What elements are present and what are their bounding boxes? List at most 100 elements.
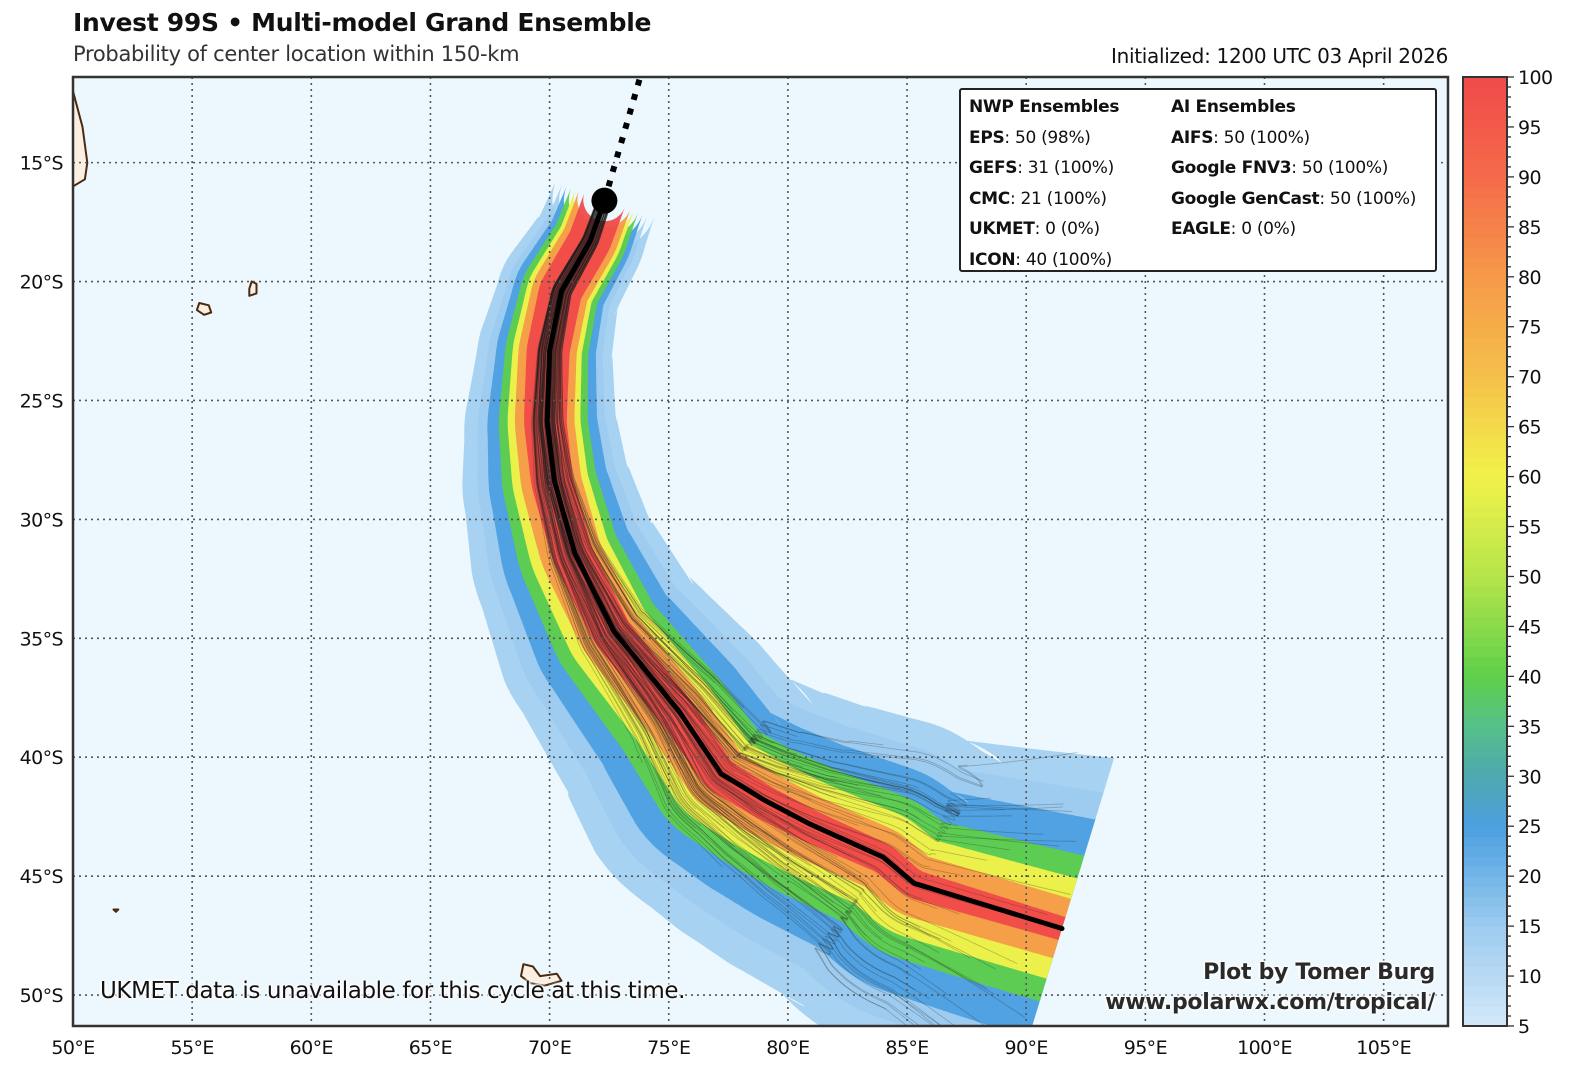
probability-band-25 [487, 187, 1096, 1026]
legend-row-google-fnv3: Google FNV3: 50 (100%) [1171, 153, 1416, 184]
colorbar-segment [1463, 1016, 1507, 1027]
model-name: Google GenCast [1171, 188, 1320, 209]
colorbar-segment [1463, 196, 1507, 208]
ensemble-member-track [541, 199, 1063, 821]
model-name: ICON [969, 249, 1016, 270]
colorbar-frame [1462, 76, 1508, 1027]
colorbar-tick-label: 45 [1518, 616, 1541, 638]
ensemble-member-track [533, 198, 723, 868]
ensemble-member-track [540, 199, 923, 900]
colorbar-segment [1463, 636, 1507, 647]
legend-row-google-gencast: Google GenCast: 50 (100%) [1171, 184, 1416, 215]
colorbar-segment [1463, 526, 1507, 538]
colorbar-tick-label: 90 [1518, 167, 1541, 189]
ensemble-member-track [553, 201, 984, 787]
colorbar-tick-label: 5 [1518, 1016, 1530, 1038]
colorbar-segment [1463, 716, 1507, 727]
colorbar-segment [1463, 236, 1507, 248]
y-tick-label: 35°S [20, 628, 63, 650]
chart-subtitle: Probability of center location within 15… [73, 42, 520, 66]
legend-row-eps: EPS: 50 (98%) [969, 123, 1119, 154]
ensemble-member-track [539, 198, 791, 778]
colorbar-tick-label: 80 [1518, 267, 1541, 289]
y-tick-label: 30°S [20, 509, 63, 531]
colorbar-segment [1463, 516, 1507, 528]
colorbar-segment [1463, 266, 1507, 278]
ensemble-member-track [534, 198, 867, 936]
ensemble-member-track [558, 202, 798, 737]
model-name: AIFS [1171, 127, 1214, 148]
ensemble-member-track [537, 199, 926, 963]
ensemble-member-track [554, 202, 722, 817]
y-tick-label: 45°S [20, 866, 63, 888]
ensemble-member-track [535, 198, 690, 745]
ensemble-member-track [535, 198, 716, 795]
model-name: GEFS [969, 158, 1018, 178]
ensemble-member-track [540, 199, 916, 1026]
ensemble-member-track [561, 202, 984, 782]
ensemble-member-track [560, 202, 1073, 815]
colorbar-segment [1463, 396, 1507, 408]
colorbar-segment [1463, 906, 1507, 917]
colorbar-segment [1463, 466, 1507, 478]
land-polygon [520, 963, 563, 987]
colorbar-segment [1463, 426, 1507, 438]
colorbar-segment [1463, 886, 1507, 897]
colorbar-segment [1463, 626, 1507, 638]
model-count: : 21 (100%) [1009, 188, 1107, 209]
colorbar-segment [1463, 476, 1507, 488]
colorbar-tick-label: 20 [1518, 866, 1541, 888]
colorbar-segment [1463, 916, 1507, 927]
ensemble-member-track [540, 200, 702, 826]
colorbar-segment [1463, 946, 1507, 957]
ensemble-member-track [539, 198, 1012, 826]
land-polygon [195, 302, 213, 316]
ensemble-member-track [561, 202, 735, 712]
colorbar-segment [1463, 656, 1507, 667]
ensemble-member-track [555, 201, 953, 813]
colorbar-tick-label: 70 [1518, 367, 1541, 389]
model-count: : 50 (100%) [1319, 188, 1417, 209]
colorbar-segment [1463, 706, 1507, 717]
colorbar-tick-label: 60 [1518, 467, 1541, 489]
ensemble-member-track [541, 199, 961, 876]
ensemble-member-track [535, 198, 936, 892]
colorbar-segment [1463, 996, 1507, 1007]
ensemble-member-track [539, 198, 734, 743]
colorbar-segment [1463, 566, 1507, 578]
ensemble-member-track [561, 202, 901, 790]
ensemble-member-track [554, 201, 1071, 895]
colorbar-segment [1463, 376, 1507, 388]
x-tick-label: 85°E [885, 1037, 928, 1059]
colorbar-segment [1463, 676, 1507, 687]
track-layer [544, 77, 1065, 931]
legend-row-eagle: EAGLE: 0 (0%) [1171, 214, 1416, 245]
ensemble-member-track [538, 199, 654, 746]
colorbar-tick-label: 30 [1518, 766, 1541, 788]
legend-row-cmc: CMC: 21 (100%) [969, 184, 1119, 215]
x-tick-label: 65°E [409, 1037, 452, 1059]
y-tick-label: 25°S [20, 390, 63, 412]
ensemble-member-track [551, 201, 1011, 851]
ensemble-member-track [532, 198, 849, 925]
colorbar-tick-label: 85 [1518, 217, 1541, 239]
colorbar-segment [1463, 286, 1507, 298]
y-tick-label: 15°S [20, 153, 63, 175]
y-axis-ticks: 15°S 20°S 25°S 30°S 35°S 40°S 45°S 50°S [20, 153, 64, 1007]
initialized-time: Initialized: 1200 UTC 03 April 2026 [1110, 44, 1448, 68]
gridlines [73, 77, 1448, 1026]
legend-row-gefs: GEFS: 31 (100%) [969, 153, 1119, 184]
plot-credit: Plot by Tomer Burg [1203, 960, 1435, 985]
colorbar-segment [1463, 356, 1507, 368]
colorbar-segment [1463, 806, 1507, 817]
colorbar-segment [1463, 206, 1507, 218]
ensemble-member-track [533, 198, 921, 1026]
colorbar-segment [1463, 576, 1507, 588]
probability-layer [462, 183, 1115, 1026]
ensemble-member-track [553, 202, 762, 815]
colorbar-segment [1463, 736, 1507, 747]
ensemble-member-track [554, 201, 798, 755]
colorbar-segment [1463, 276, 1507, 288]
ensemble-member-track [531, 198, 643, 764]
colorbar-segment [1463, 796, 1507, 807]
